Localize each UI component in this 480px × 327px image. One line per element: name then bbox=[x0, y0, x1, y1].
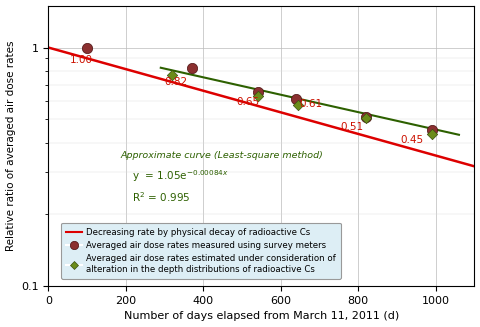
Point bbox=[362, 115, 370, 120]
Text: 0.82: 0.82 bbox=[165, 77, 188, 87]
Y-axis label: Relative ratio of averaged air dose rates: Relative ratio of averaged air dose rate… bbox=[6, 41, 15, 251]
Point bbox=[168, 73, 176, 78]
Text: 1.00: 1.00 bbox=[70, 55, 93, 65]
Point bbox=[292, 96, 300, 101]
Point bbox=[428, 128, 436, 133]
Text: 0.45: 0.45 bbox=[401, 135, 424, 145]
Text: 0.61: 0.61 bbox=[299, 99, 322, 109]
Point bbox=[84, 45, 91, 50]
X-axis label: Number of days elapsed from March 11, 2011 (d): Number of days elapsed from March 11, 20… bbox=[124, 311, 399, 321]
Text: 0.65: 0.65 bbox=[236, 97, 259, 107]
Text: R$^2$ = 0.995: R$^2$ = 0.995 bbox=[132, 190, 190, 204]
Text: 0.51: 0.51 bbox=[341, 122, 364, 132]
Legend: Decreasing rate by physical decay of radioactive Cs, Averaged air dose rates mea: Decreasing rate by physical decay of rad… bbox=[61, 223, 341, 279]
Point bbox=[254, 94, 262, 99]
Point bbox=[254, 90, 262, 95]
Point bbox=[294, 102, 302, 108]
Point bbox=[428, 131, 436, 136]
Point bbox=[362, 116, 370, 121]
Point bbox=[188, 65, 195, 71]
Text: y  = 1.05e$^{-0.00084x}$: y = 1.05e$^{-0.00084x}$ bbox=[132, 168, 228, 184]
Text: Approximate curve (Least-square method): Approximate curve (Least-square method) bbox=[120, 151, 323, 160]
